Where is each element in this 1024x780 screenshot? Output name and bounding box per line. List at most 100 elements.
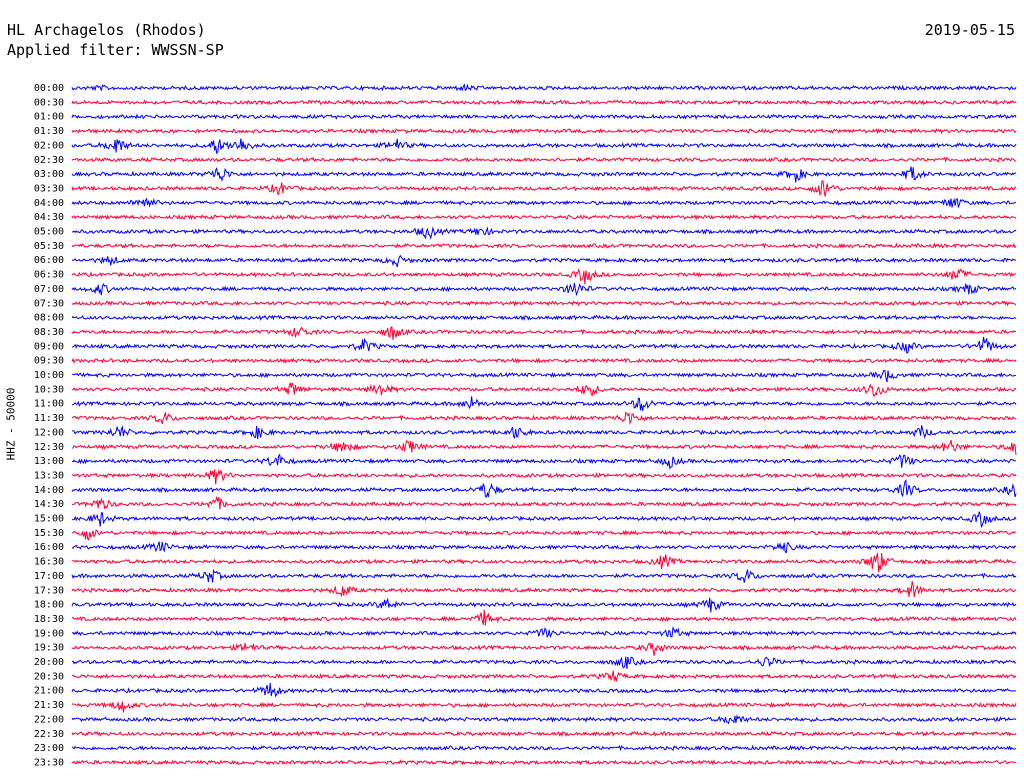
station-title: HL Archagelos (Rhodos)	[7, 21, 206, 39]
time-tick-label: 06:00	[34, 255, 64, 266]
time-tick-label: 22:30	[34, 729, 64, 740]
time-tick-label: 05:00	[34, 227, 64, 238]
seismic-trace	[71, 468, 1017, 485]
time-tick-label: 01:00	[34, 112, 64, 123]
time-tick-label: 19:30	[34, 643, 64, 654]
date-label: 2019-05-15	[924, 21, 1015, 39]
time-tick-label: 15:30	[34, 528, 64, 539]
seismic-trace	[71, 439, 1017, 456]
seismic-trace	[71, 166, 1017, 183]
seismic-trace	[71, 242, 1017, 249]
seismic-trace	[71, 138, 1017, 155]
time-tick-label: 22:00	[34, 714, 64, 725]
time-tick-label: 02:30	[34, 155, 64, 166]
time-tick-label: 21:30	[34, 700, 64, 711]
seismic-trace	[71, 682, 1017, 698]
seismic-trace	[71, 609, 1017, 626]
time-tick-label: 12:00	[34, 427, 64, 438]
seismic-trace	[71, 701, 1017, 713]
time-tick-label: 20:00	[34, 657, 64, 668]
seismic-trace	[71, 197, 1017, 209]
time-tick-label: 14:00	[34, 485, 64, 496]
time-tick-label: 00:00	[34, 83, 64, 94]
header-info: HL Archagelos (Rhodos) Applied filter: W…	[7, 20, 224, 60]
seismic-trace	[71, 369, 1017, 383]
seismic-trace	[71, 656, 1017, 670]
seismic-trace	[71, 714, 1017, 725]
seismic-trace	[71, 156, 1017, 163]
seismic-trace	[71, 213, 1017, 221]
time-tick-label: 11:30	[34, 413, 64, 424]
time-tick-label: 02:00	[34, 140, 64, 151]
time-tick-label: 00:30	[34, 97, 64, 108]
time-tick-label: 04:30	[34, 212, 64, 223]
time-tick-label: 04:00	[34, 198, 64, 209]
time-tick-label: 16:30	[34, 557, 64, 568]
time-tick-label: 06:30	[34, 270, 64, 281]
seismic-trace	[71, 581, 1016, 598]
seismic-trace	[71, 541, 1017, 554]
filter-label: Applied filter: WWSSN-SP	[7, 41, 224, 59]
time-tick-label: 13:30	[34, 470, 64, 481]
time-tick-label: 07:30	[34, 298, 64, 309]
time-tick-label: 09:00	[34, 341, 64, 352]
seismic-trace	[71, 226, 1017, 240]
time-tick-label: 18:00	[34, 600, 64, 611]
time-tick-label: 15:00	[34, 514, 64, 525]
seismic-trace	[71, 396, 1017, 411]
time-tick-label: 03:00	[34, 169, 64, 180]
time-tick-label: 17:30	[34, 585, 64, 596]
seismic-trace	[71, 670, 1017, 683]
seismic-trace	[71, 83, 1017, 92]
seismic-trace	[71, 730, 1017, 738]
seismic-trace	[71, 568, 1017, 583]
seismic-trace	[71, 268, 1016, 285]
time-tick-label: 16:00	[34, 542, 64, 553]
time-tick-label: 10:30	[34, 384, 64, 395]
seismic-trace	[71, 299, 1017, 307]
time-tick-label: 17:00	[34, 571, 64, 582]
time-tick-label: 21:00	[34, 686, 64, 697]
seismic-trace	[71, 180, 1017, 197]
seismic-trace	[71, 98, 1017, 106]
seismic-trace	[71, 453, 1017, 470]
seismic-trace	[71, 552, 1017, 573]
seismic-trace	[71, 113, 1017, 120]
seismic-trace	[71, 411, 1017, 426]
seismic-trace	[71, 127, 1017, 135]
seismic-trace	[71, 282, 1017, 297]
seismic-trace	[71, 597, 1017, 613]
seismic-trace	[71, 744, 1016, 752]
time-tick-label: 12:30	[34, 442, 64, 453]
seismic-trace	[71, 357, 1017, 364]
seismic-trace	[71, 254, 1017, 268]
seismic-trace	[71, 382, 1017, 397]
time-tick-label: 23:00	[34, 743, 64, 754]
seismic-trace	[71, 425, 1017, 440]
seismic-trace	[71, 642, 1017, 656]
time-tick-label: 08:30	[34, 327, 64, 338]
seismic-trace	[71, 495, 1017, 510]
time-tick-label: 01:30	[34, 126, 64, 137]
seismic-trace	[71, 626, 1017, 639]
time-tick-label: 11:00	[34, 399, 64, 410]
time-tick-label: 19:00	[34, 628, 64, 639]
time-tick-label: 13:00	[34, 456, 64, 467]
time-tick-label: 05:30	[34, 241, 64, 252]
seismic-trace	[71, 326, 1017, 341]
seismic-trace	[71, 314, 1017, 321]
time-tick-label: 09:30	[34, 356, 64, 367]
time-tick-label: 07:00	[34, 284, 64, 295]
time-tick-label: 10:00	[34, 370, 64, 381]
time-tick-label: 20:30	[34, 671, 64, 682]
seismic-trace	[72, 336, 1017, 355]
time-tick-label: 18:30	[34, 614, 64, 625]
time-tick-label: 03:30	[34, 183, 64, 194]
time-tick-label: 14:30	[34, 499, 64, 510]
seismic-trace	[71, 511, 1017, 528]
seismic-trace	[71, 758, 1017, 766]
seismic-trace	[71, 478, 1017, 498]
time-tick-label: 08:00	[34, 313, 64, 324]
seismic-trace	[71, 529, 1017, 541]
